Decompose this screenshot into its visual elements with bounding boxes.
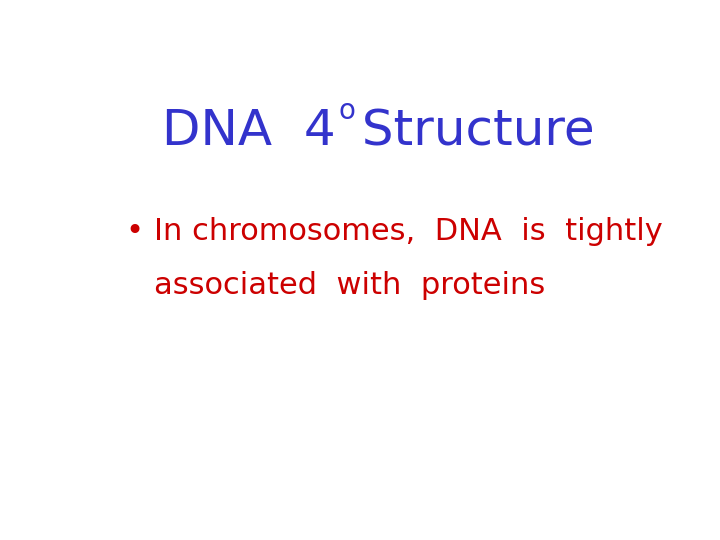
Text: •: •: [125, 217, 144, 246]
Text: Structure: Structure: [346, 107, 594, 156]
Text: o: o: [338, 97, 355, 125]
Text: DNA  4: DNA 4: [162, 107, 336, 156]
Text: In chromosomes,  DNA  is  tightly: In chromosomes, DNA is tightly: [154, 217, 663, 246]
Text: associated  with  proteins: associated with proteins: [154, 271, 546, 300]
